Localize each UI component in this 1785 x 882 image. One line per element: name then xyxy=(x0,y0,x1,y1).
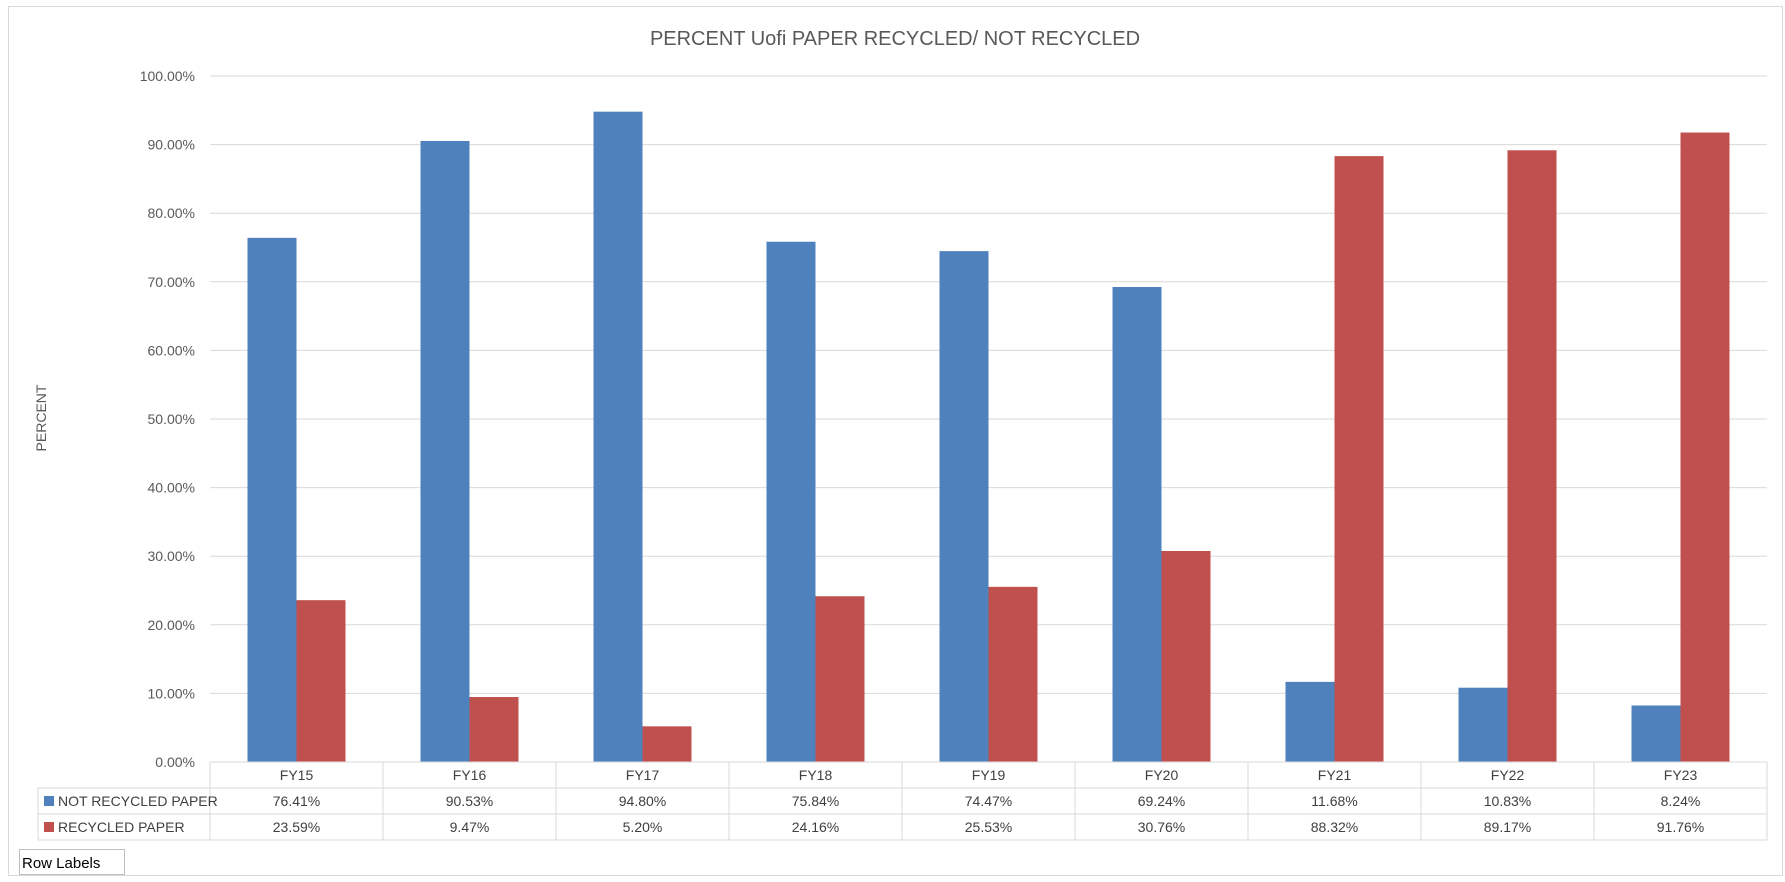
data-label: 23.59% xyxy=(273,819,320,835)
data-label: 9.47% xyxy=(450,819,490,835)
y-tick-label: 50.00% xyxy=(148,411,195,427)
legend-swatch xyxy=(44,796,54,806)
data-label: 8.24% xyxy=(1661,793,1701,809)
bar-not-recycled xyxy=(420,140,470,762)
bar-recycled xyxy=(469,697,519,762)
bar-not-recycled xyxy=(939,251,989,762)
bar-recycled xyxy=(1507,150,1557,762)
data-label: 25.53% xyxy=(965,819,1012,835)
data-label: 24.16% xyxy=(792,819,839,835)
chart-title: PERCENT Uofi PAPER RECYCLED/ NOT RECYCLE… xyxy=(650,28,1140,50)
category-label: FY17 xyxy=(626,767,660,783)
bar-recycled xyxy=(988,586,1038,762)
data-label: 74.47% xyxy=(965,793,1012,809)
bar-recycled xyxy=(1680,132,1730,763)
data-label: 76.41% xyxy=(273,793,320,809)
y-tick-label: 80.00% xyxy=(148,205,195,221)
data-table: FY15 FY16 FY17 FY18 FY19 FY20 FY21 FY22 FY23 NOT … xyxy=(37,761,1768,841)
bar-recycled xyxy=(1161,550,1211,762)
bars xyxy=(247,111,1730,763)
data-label: 5.20% xyxy=(623,819,663,835)
y-tick-label: 60.00% xyxy=(148,342,195,358)
data-label: 75.84% xyxy=(792,793,839,809)
y-axis-label: PERCENT xyxy=(33,384,49,451)
row-labels-button[interactable]: Row Labels xyxy=(19,849,125,875)
y-tick-label: 90.00% xyxy=(148,137,195,153)
series-name: NOT RECYCLED PAPER xyxy=(58,793,218,809)
data-label: 90.53% xyxy=(446,793,493,809)
y-tick-label: 20.00% xyxy=(148,617,195,633)
category-label: FY18 xyxy=(799,767,833,783)
category-label: FY23 xyxy=(1664,767,1698,783)
y-ticks: 0.00% 10.00% 20.00% 30.00% 40.00% 50.00% 60.00… xyxy=(140,68,195,770)
bar-not-recycled xyxy=(593,111,643,762)
y-tick-label: 0.00% xyxy=(155,754,195,770)
bar-not-recycled xyxy=(247,237,297,762)
data-label: 11.68% xyxy=(1311,793,1357,809)
y-tick-label: 10.00% xyxy=(148,685,195,701)
category-label: FY21 xyxy=(1318,767,1352,783)
y-tick-label: 70.00% xyxy=(148,274,195,290)
bar-not-recycled xyxy=(1631,705,1681,762)
series-name: RECYCLED PAPER xyxy=(58,819,185,835)
bar-not-recycled xyxy=(1285,681,1335,762)
bar-recycled xyxy=(1334,156,1384,762)
legend-swatch xyxy=(44,822,54,832)
category-label: FY19 xyxy=(972,767,1006,783)
data-label: 89.17% xyxy=(1484,819,1531,835)
bar-recycled xyxy=(815,596,865,762)
category-label: FY20 xyxy=(1145,767,1179,783)
bar-not-recycled xyxy=(1458,687,1508,762)
bar-not-recycled xyxy=(766,241,816,762)
category-label: FY22 xyxy=(1491,767,1525,783)
bar-not-recycled xyxy=(1112,287,1162,762)
data-label: 69.24% xyxy=(1138,793,1185,809)
y-tick-label: 100.00% xyxy=(140,68,195,84)
bar-recycled xyxy=(642,726,692,762)
y-tick-label: 40.00% xyxy=(148,480,195,496)
category-label: FY15 xyxy=(280,767,314,783)
data-label: 30.76% xyxy=(1138,819,1185,835)
category-label: FY16 xyxy=(453,767,487,783)
data-label: 10.83% xyxy=(1484,793,1531,809)
data-label: 91.76% xyxy=(1657,819,1704,835)
data-label: 94.80% xyxy=(619,793,666,809)
y-tick-label: 30.00% xyxy=(148,548,195,564)
data-label: 88.32% xyxy=(1311,819,1358,835)
bar-recycled xyxy=(296,600,346,762)
